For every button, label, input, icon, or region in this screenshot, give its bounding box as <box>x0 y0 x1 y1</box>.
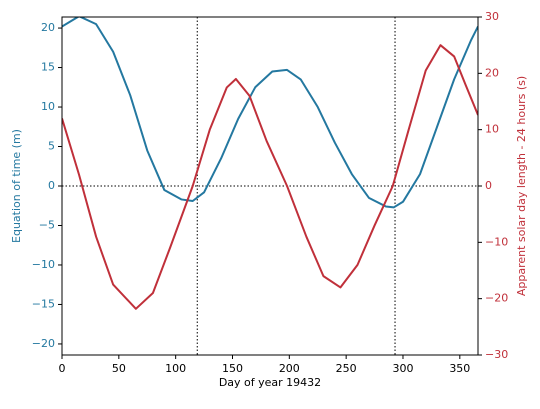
x-tick-label: 0 <box>59 362 66 375</box>
y2-tick-label: −20 <box>485 292 508 305</box>
x-tick-label: 350 <box>449 362 470 375</box>
y-tick-label: −20 <box>32 337 55 350</box>
y2-tick-label: −10 <box>485 235 508 248</box>
x-tick-label: 250 <box>336 362 357 375</box>
data-line <box>62 17 478 209</box>
y-tick-label: 20 <box>41 21 55 34</box>
y-tick-label: −15 <box>32 297 55 310</box>
y-tick-label: 10 <box>41 100 55 113</box>
y-tick-label: 15 <box>41 61 55 74</box>
y-tick-label: −10 <box>32 258 55 271</box>
x-tick-label: 100 <box>165 362 186 375</box>
x-tick-label: 200 <box>279 362 300 375</box>
y-axis-label: Equation of time (m) <box>10 129 23 243</box>
y2-tick-label: 30 <box>485 10 499 23</box>
x-tick-label: 150 <box>222 362 243 375</box>
x-axis-label: Day of year 19432 <box>219 376 321 389</box>
y-tick-label: −5 <box>39 218 55 231</box>
y2-axis-label: Apparent solar day length - 24 hours (s) <box>515 76 528 296</box>
x-tick-label: 50 <box>112 362 126 375</box>
data-line <box>62 44 478 310</box>
y2-tick-label: −30 <box>485 348 508 361</box>
plot-frame <box>61 16 479 356</box>
y-tick-label: 5 <box>48 140 55 153</box>
x-tick-label: 300 <box>392 362 413 375</box>
y2-tick-label: 20 <box>485 66 499 79</box>
y2-tick-label: 10 <box>485 123 499 136</box>
y2-tick-label: 0 <box>485 179 492 192</box>
y-tick-label: 0 <box>48 179 55 192</box>
